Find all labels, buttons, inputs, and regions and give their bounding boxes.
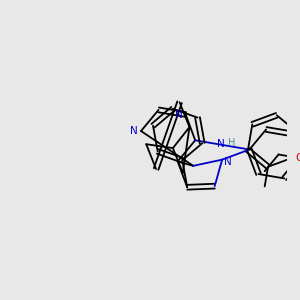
Text: O: O	[295, 153, 300, 163]
Text: H: H	[228, 138, 236, 148]
Text: N: N	[217, 139, 224, 149]
Text: N: N	[130, 126, 138, 136]
Text: N: N	[175, 110, 183, 119]
Text: N: N	[224, 157, 232, 166]
